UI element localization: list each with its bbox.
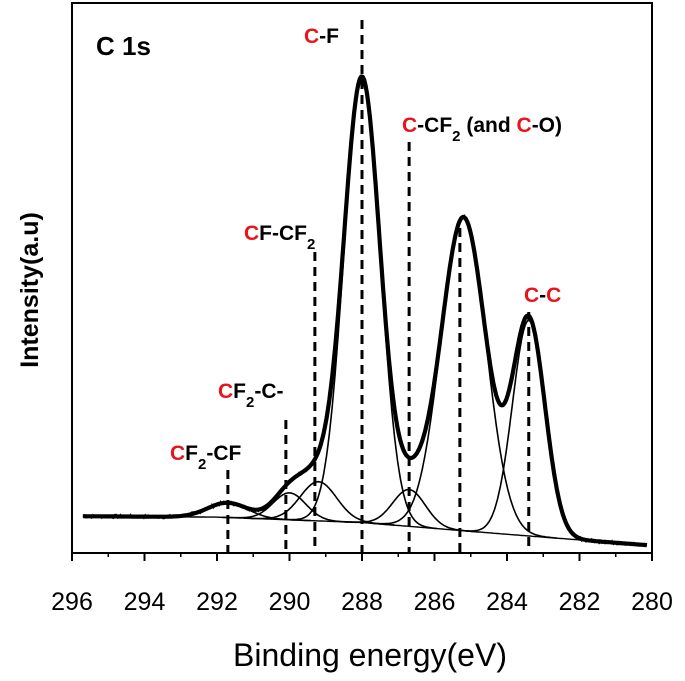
peak-label: C-CF2 (and C-O) [402,114,562,145]
x-tick-label: 282 [559,588,601,616]
peak-label: CF-CF2 [244,222,315,253]
fit-envelope [83,77,647,546]
raw-spectrum [83,77,647,546]
x-tick-label: 284 [486,588,528,616]
fitted-components [145,79,596,541]
peak-label: CF2-CF [170,442,242,473]
x-tick-label: 290 [269,588,311,616]
x-tick-label: 288 [341,588,383,616]
x-axis-ticks: 296 294 292 290 288 286 284 282 280 [51,553,673,616]
peak-label: C-C [524,284,561,307]
x-tick-label: 286 [414,588,456,616]
raw-spectrum-line [83,77,647,546]
spectrum-label: C 1s [96,31,151,61]
peak-label: C-F [304,25,339,48]
peak-label: CF2-C- [218,380,284,411]
envelope-line [83,77,647,546]
x-axis-title: Binding energy(eV) [233,637,507,673]
x-tick-label: 296 [51,588,93,616]
x-tick-label: 294 [124,588,166,616]
x-tick-label: 280 [631,588,673,616]
x-tick-label: 292 [196,588,238,616]
y-axis-title: Intensity(a.u) [16,212,44,368]
